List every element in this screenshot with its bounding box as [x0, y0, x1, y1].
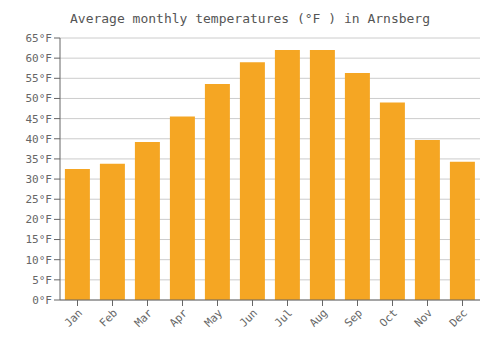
svg-text:40°F: 40°F: [26, 133, 53, 146]
svg-text:Jan: Jan: [62, 306, 85, 329]
svg-text:Oct: Oct: [377, 306, 400, 329]
svg-text:May: May: [202, 306, 226, 330]
svg-text:35°F: 35°F: [26, 153, 53, 166]
svg-text:Apr: Apr: [167, 306, 191, 330]
svg-text:55°F: 55°F: [26, 72, 53, 85]
svg-text:50°F: 50°F: [26, 92, 53, 105]
svg-text:0°F: 0°F: [32, 294, 52, 307]
svg-text:25°F: 25°F: [26, 193, 53, 206]
svg-text:10°F: 10°F: [26, 254, 53, 267]
svg-text:30°F: 30°F: [26, 173, 53, 186]
svg-text:Aug: Aug: [307, 306, 330, 329]
svg-text:Jul: Jul: [272, 306, 295, 329]
svg-text:45°F: 45°F: [26, 113, 53, 126]
svg-text:Feb: Feb: [97, 306, 120, 329]
svg-text:Mar: Mar: [132, 306, 156, 330]
svg-text:Dec: Dec: [447, 306, 470, 329]
svg-text:20°F: 20°F: [26, 213, 53, 226]
svg-text:5°F: 5°F: [32, 274, 52, 287]
svg-text:Jun: Jun: [237, 306, 260, 329]
svg-text:Sep: Sep: [342, 306, 365, 329]
svg-text:15°F: 15°F: [26, 233, 53, 246]
svg-text:Nov: Nov: [412, 306, 436, 330]
html-text:Average monthly temperatures (: Average monthly temperatures (°F ) in Ar…: [70, 11, 430, 26]
svg-text:60°F: 60°F: [26, 52, 53, 65]
svg-text:65°F: 65°F: [26, 32, 53, 45]
